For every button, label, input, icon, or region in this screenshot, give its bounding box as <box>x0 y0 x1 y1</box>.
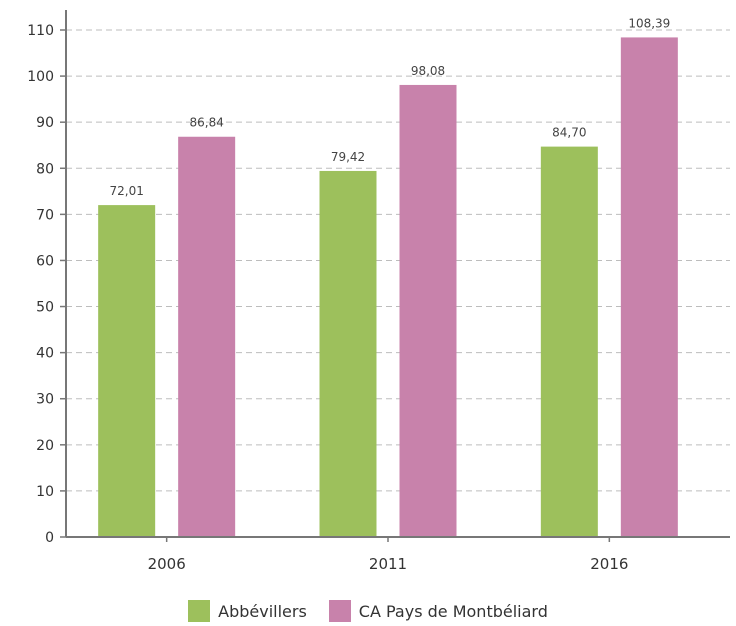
y-tick-label: 70 <box>36 207 54 223</box>
bar <box>399 84 457 537</box>
x-tick-label: 2016 <box>590 555 628 573</box>
y-tick-label: 20 <box>36 438 54 454</box>
legend-swatch-abbevillers <box>188 600 211 622</box>
y-tick-label: 100 <box>27 69 54 85</box>
y-tick-label: 10 <box>36 484 54 500</box>
y-tick-label: 90 <box>36 115 54 131</box>
y-tick-label: 50 <box>36 300 54 316</box>
bar <box>620 37 678 538</box>
gridlines <box>66 29 730 492</box>
bar <box>540 146 598 538</box>
data-label: 79,42 <box>331 150 365 164</box>
bar-chart: 0 10 20 30 40 50 60 70 80 90 100 110 72,01 86,84 2006 7… <box>27 10 730 573</box>
data-label: 98,08 <box>411 64 445 78</box>
labels: 0 10 20 30 40 50 60 70 80 90 100 110 72,01 86,84 2006 7… <box>27 16 670 573</box>
bar <box>98 205 156 537</box>
axes <box>60 10 730 542</box>
y-tick-label: 80 <box>36 161 54 177</box>
y-tick-label: 0 <box>45 530 54 546</box>
y-tick-label: 40 <box>36 346 54 362</box>
data-label: 86,84 <box>189 116 223 130</box>
legend-swatch-ca-pays-de-montbeliard <box>328 600 351 622</box>
x-tick-label: 2011 <box>369 555 407 573</box>
bar <box>319 170 377 538</box>
legend-item-abbevillers: Abbévillers <box>188 600 307 622</box>
x-tick-label: 2006 <box>148 555 186 573</box>
data-label: 72,01 <box>109 184 143 198</box>
y-tick-label: 110 <box>27 23 54 39</box>
y-tick-label: 60 <box>36 253 54 269</box>
legend-item-ca-pays-de-montbeliard: CA Pays de Montbéliard <box>328 600 548 622</box>
bar <box>178 136 236 537</box>
y-tick-label: 30 <box>36 392 54 408</box>
data-label: 84,70 <box>552 126 586 140</box>
legend-label-abbevillers: Abbévillers <box>218 601 307 621</box>
data-label: 108,39 <box>628 16 670 30</box>
legend: Abbévillers CA Pays de Montbéliard <box>0 600 736 622</box>
legend-label-ca-pays-de-montbeliard: CA Pays de Montbéliard <box>358 601 548 621</box>
bars <box>98 37 678 538</box>
